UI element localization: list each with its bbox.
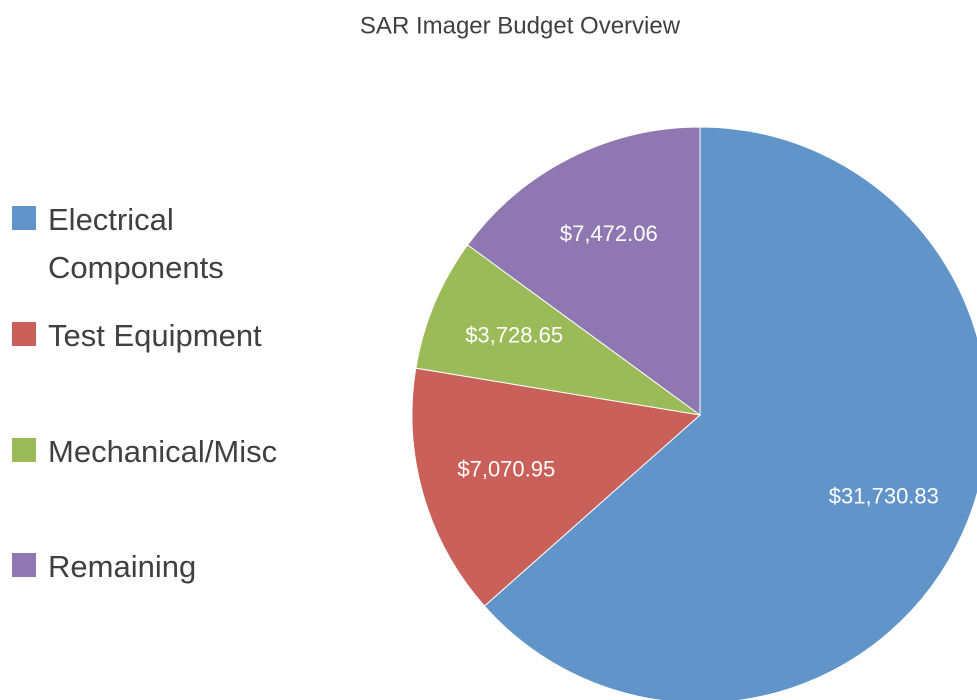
- legend-swatch: [12, 553, 36, 577]
- legend-swatch: [12, 322, 36, 346]
- pie-slice: [415, 244, 701, 416]
- legend-swatch: [12, 438, 36, 462]
- pie-slice: [411, 367, 702, 607]
- data-label: $31,730.83: [829, 484, 939, 509]
- data-label: $3,728.65: [465, 323, 563, 348]
- legend-label: Electrical Components: [48, 202, 224, 285]
- legend-item: Electrical Components: [12, 196, 312, 292]
- pie-slice: [466, 126, 701, 416]
- legend-item: Remaining: [12, 543, 312, 591]
- data-label: $7,472.06: [560, 221, 658, 246]
- pie-slice: [483, 126, 977, 700]
- legend-item: Mechanical/Misc: [12, 428, 312, 476]
- legend-label: Remaining: [48, 549, 197, 584]
- data-label: $7,070.95: [457, 457, 555, 482]
- legend-label: Mechanical/Misc: [48, 434, 278, 469]
- legend-label: Test Equipment: [48, 318, 262, 353]
- legend-item: Test Equipment: [12, 312, 312, 360]
- chart-title: SAR Imager Budget Overview: [360, 12, 681, 39]
- legend-swatch: [12, 206, 36, 230]
